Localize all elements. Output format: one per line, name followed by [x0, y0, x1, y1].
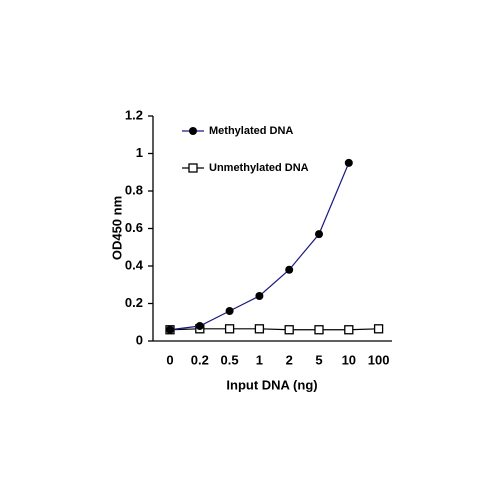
- y-tick-label: 0.6: [125, 220, 143, 235]
- marker: [285, 265, 294, 274]
- marker: [225, 307, 234, 315]
- x-tick-label: 0.5: [221, 352, 239, 367]
- series-line: [169, 162, 350, 331]
- y-tick-label: 1: [136, 145, 143, 160]
- x-tick-label: 0: [166, 352, 173, 367]
- legend-entry: Methylated DNA: [182, 125, 293, 137]
- marker: [166, 325, 174, 334]
- x-tick-label: 0.2: [191, 352, 209, 367]
- legend-entry: Unmethylated DNA: [182, 162, 309, 174]
- marker: [189, 127, 197, 135]
- marker: [224, 324, 235, 334]
- y-tick-label: 0.8: [125, 182, 143, 197]
- marker: [255, 292, 264, 300]
- y-tick-label: 0.4: [125, 257, 144, 272]
- x-tick-label: 2: [286, 352, 293, 367]
- x-tick-label: 10: [342, 352, 356, 367]
- marker: [344, 158, 353, 167]
- marker: [314, 325, 324, 335]
- x-tick-label: 5: [315, 352, 322, 367]
- x-axis-label: Input DNA (ng): [226, 377, 317, 392]
- y-tick-label: 1.2: [125, 107, 143, 122]
- x-tick-label: 1: [256, 352, 263, 367]
- y-tick-label: 0.2: [125, 295, 143, 310]
- marker: [254, 324, 265, 334]
- series-line: [169, 328, 379, 331]
- marker: [195, 322, 204, 330]
- marker: [315, 230, 323, 239]
- y-axis-label: OD450 nm: [109, 196, 124, 260]
- marker: [188, 163, 198, 173]
- marker: [373, 324, 384, 334]
- marker: [284, 325, 294, 335]
- x-tick-label: 100: [368, 352, 390, 367]
- marker: [344, 325, 354, 335]
- legend-label: Methylated DNA: [209, 125, 293, 137]
- legend-label: Unmethylated DNA: [209, 162, 309, 174]
- y-tick-label: 0: [136, 332, 143, 347]
